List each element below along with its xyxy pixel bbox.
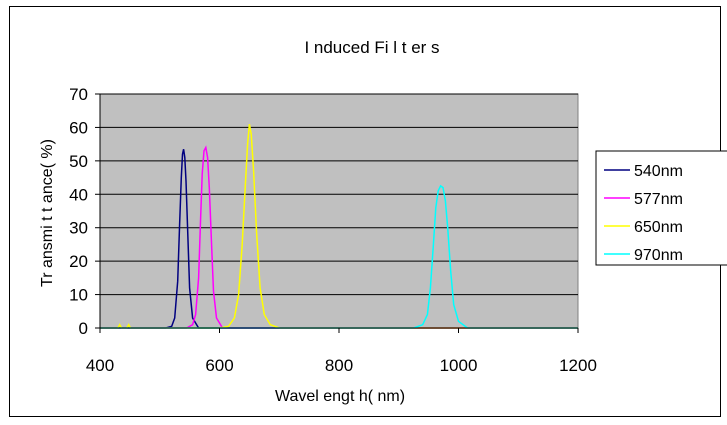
series-line-970nm xyxy=(100,184,578,329)
legend-label-540nm: 540nm xyxy=(634,163,683,180)
x-tick-label-1: 600 xyxy=(205,356,233,375)
legend-label-577nm: 577nm xyxy=(634,191,683,208)
legend: 540nm 577nm 650nm 970nm xyxy=(595,150,727,266)
x-tick-label-4: 1200 xyxy=(559,356,597,375)
y-axis: 0 10 20 30 40 50 60 70 xyxy=(69,85,101,338)
series-line-577nm xyxy=(100,145,578,329)
x-tick-label-2: 800 xyxy=(325,356,353,375)
y-tick-label-7: 70 xyxy=(69,85,88,104)
gridlines xyxy=(100,93,578,296)
x-tick-label-0: 400 xyxy=(86,356,114,375)
y-tick-label-4: 40 xyxy=(69,185,88,204)
y-tick-label-6: 60 xyxy=(69,118,88,137)
legend-label-970nm: 970nm xyxy=(634,247,683,264)
legend-label-650nm: 650nm xyxy=(634,219,683,236)
y-tick-label-3: 30 xyxy=(69,219,88,238)
y-tick-label-5: 50 xyxy=(69,152,88,171)
y-tick-label-2: 20 xyxy=(69,252,88,271)
series-line-540nm xyxy=(100,149,578,329)
y-axis-label: Tr ansmi t t ance( %) xyxy=(39,139,56,287)
x-axis: 400 600 800 1000 1200 xyxy=(86,327,597,375)
y-tick-label-1: 10 xyxy=(69,286,88,305)
chart-title: I nduced Fi l t er s xyxy=(304,38,439,57)
x-tick-label-3: 1000 xyxy=(440,356,478,375)
y-tick-label-0: 0 xyxy=(79,319,88,338)
x-axis-label: Wavel engt h( nm) xyxy=(275,388,405,405)
plot-area xyxy=(99,93,579,329)
